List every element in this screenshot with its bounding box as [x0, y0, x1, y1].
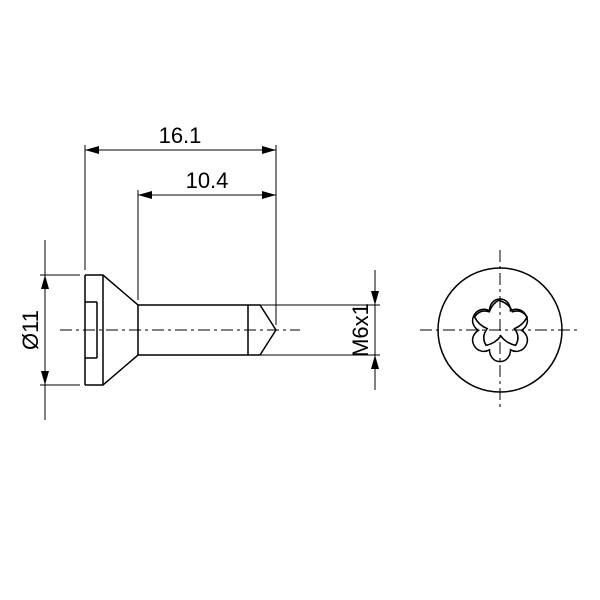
dim-length-shaft: 10.4 — [138, 168, 276, 300]
dim-thread-label: M6x1 — [348, 303, 373, 357]
dim-length-shaft-label: 10.4 — [186, 168, 229, 193]
dim-head-dia-label: Ø11 — [18, 310, 43, 350]
dim-length-total: 16.1 — [85, 123, 276, 325]
side-view — [60, 275, 300, 385]
drawing-canvas: 16.1 10.4 Ø11 M6x1 — [0, 0, 600, 600]
dim-length-total-label: 16.1 — [159, 123, 202, 148]
top-view — [420, 250, 580, 410]
torx-socket — [475, 300, 528, 345]
